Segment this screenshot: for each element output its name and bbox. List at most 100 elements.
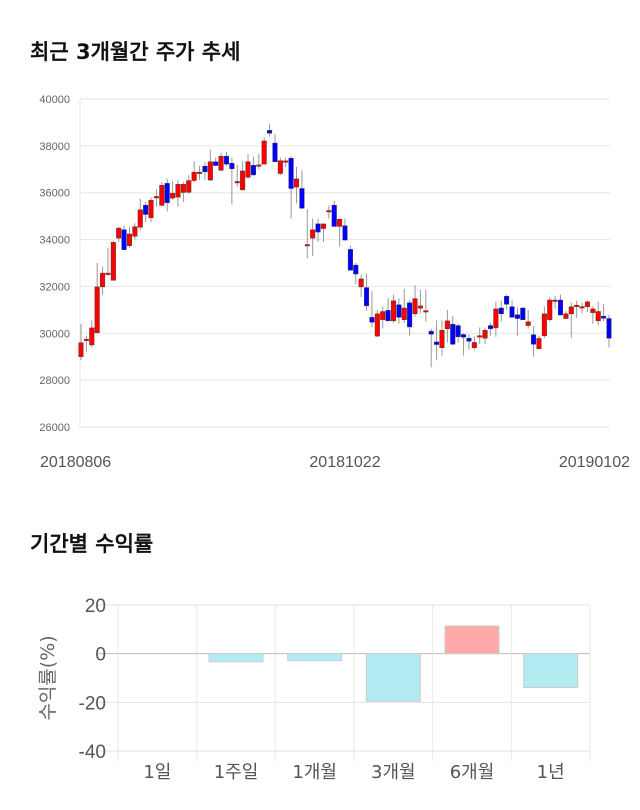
y-tick-label: 28000 bbox=[39, 375, 70, 387]
candle-body bbox=[78, 342, 84, 357]
candle-body bbox=[164, 183, 170, 203]
candle-body bbox=[267, 130, 273, 134]
candle-body bbox=[541, 313, 547, 337]
y-tick-label: 26000 bbox=[39, 422, 70, 434]
x-tick-label: 1년 bbox=[537, 762, 565, 783]
candle-body bbox=[245, 161, 251, 178]
y-tick-label: -40 bbox=[79, 742, 106, 763]
candle-body bbox=[272, 142, 278, 162]
candle-body bbox=[606, 318, 612, 339]
candle-body bbox=[100, 272, 106, 288]
candle-body bbox=[568, 306, 574, 315]
x-tick-label: 20190102 bbox=[559, 454, 630, 471]
candle-body bbox=[202, 166, 208, 173]
candle-body bbox=[218, 155, 224, 171]
candle-body bbox=[428, 330, 434, 335]
candle-body bbox=[434, 341, 440, 345]
candle-body bbox=[148, 200, 154, 218]
bar-6 bbox=[523, 653, 579, 688]
candle-body bbox=[520, 307, 526, 320]
candle-body bbox=[110, 242, 116, 281]
candle-body bbox=[175, 184, 181, 198]
y-tick-label: 32000 bbox=[39, 281, 70, 293]
candle-body bbox=[261, 140, 267, 165]
candle-body bbox=[353, 264, 359, 275]
candle-body bbox=[326, 210, 332, 213]
candle-body bbox=[498, 307, 504, 315]
candle-body bbox=[358, 278, 364, 288]
candle-body bbox=[331, 204, 337, 227]
candle-body bbox=[229, 162, 235, 170]
candle-body bbox=[223, 155, 229, 165]
candle-body bbox=[250, 165, 256, 176]
candle-body bbox=[369, 317, 375, 323]
candle-body bbox=[439, 330, 445, 349]
candle-body bbox=[601, 315, 607, 319]
y-tick-label: 34000 bbox=[39, 235, 70, 247]
candle-body bbox=[337, 218, 343, 227]
candle-body bbox=[170, 192, 176, 199]
candle-body bbox=[417, 305, 423, 309]
candle-body bbox=[283, 160, 289, 163]
candle-body bbox=[277, 160, 283, 174]
candle-body bbox=[288, 158, 294, 189]
candle-body bbox=[504, 296, 510, 305]
candle-body bbox=[412, 298, 418, 315]
candle-body bbox=[310, 229, 316, 239]
candle-body bbox=[126, 233, 132, 246]
candle-body bbox=[240, 170, 246, 191]
bar-3 bbox=[287, 653, 343, 662]
candle-body bbox=[466, 338, 472, 342]
candle-body bbox=[574, 304, 580, 307]
candle-body bbox=[143, 204, 149, 215]
bar-5 bbox=[444, 625, 500, 655]
candle-body bbox=[493, 308, 499, 329]
candle-body bbox=[197, 171, 203, 174]
candle-body bbox=[159, 185, 165, 206]
candle-body bbox=[207, 161, 213, 181]
candle-body bbox=[83, 338, 89, 341]
y-tick-label: 20 bbox=[85, 596, 106, 617]
candle-body bbox=[315, 223, 321, 233]
candle-body bbox=[514, 314, 520, 319]
x-tick-label: 20181022 bbox=[309, 454, 380, 471]
candle-body bbox=[137, 209, 143, 228]
candle-body bbox=[116, 227, 122, 239]
candle-body bbox=[401, 307, 407, 320]
candle-body bbox=[294, 178, 300, 188]
candle-body bbox=[234, 181, 240, 184]
candle-body bbox=[461, 334, 467, 338]
candle-body bbox=[525, 321, 531, 326]
candle-body bbox=[213, 161, 219, 166]
candle-body bbox=[89, 327, 95, 346]
candle-body bbox=[552, 299, 558, 302]
candle-body bbox=[153, 196, 159, 199]
x-tick-label: 1주일 bbox=[214, 762, 259, 783]
candle-body bbox=[364, 287, 370, 307]
candle-body bbox=[482, 330, 488, 339]
candle-body bbox=[595, 311, 601, 322]
x-tick-label: 3개월 bbox=[371, 762, 416, 783]
candle-body bbox=[347, 249, 353, 271]
bar-2 bbox=[208, 653, 264, 663]
candle-body bbox=[304, 244, 310, 247]
candle-body bbox=[590, 308, 596, 313]
candle-body bbox=[374, 313, 380, 337]
candle-body bbox=[444, 320, 450, 330]
candle-body bbox=[584, 301, 590, 308]
candle-body bbox=[94, 286, 100, 334]
x-tick-label: 20180806 bbox=[40, 454, 111, 471]
candlestick-chart: 26000 28000 30000 32000 34000 36000 38000 40000… bbox=[39, 94, 630, 471]
candle-body bbox=[121, 229, 127, 250]
bar-4 bbox=[365, 653, 421, 702]
y-tick-label: 0 bbox=[95, 645, 106, 666]
candle-body bbox=[191, 171, 197, 181]
candle-body bbox=[471, 342, 477, 349]
candle-body bbox=[563, 313, 569, 319]
candle-body bbox=[256, 164, 262, 167]
candle-body bbox=[450, 323, 456, 345]
candle-body bbox=[299, 188, 305, 209]
y-tick-label: 30000 bbox=[39, 328, 70, 340]
candle-body bbox=[455, 325, 461, 338]
y-tick-label: 36000 bbox=[39, 188, 70, 200]
